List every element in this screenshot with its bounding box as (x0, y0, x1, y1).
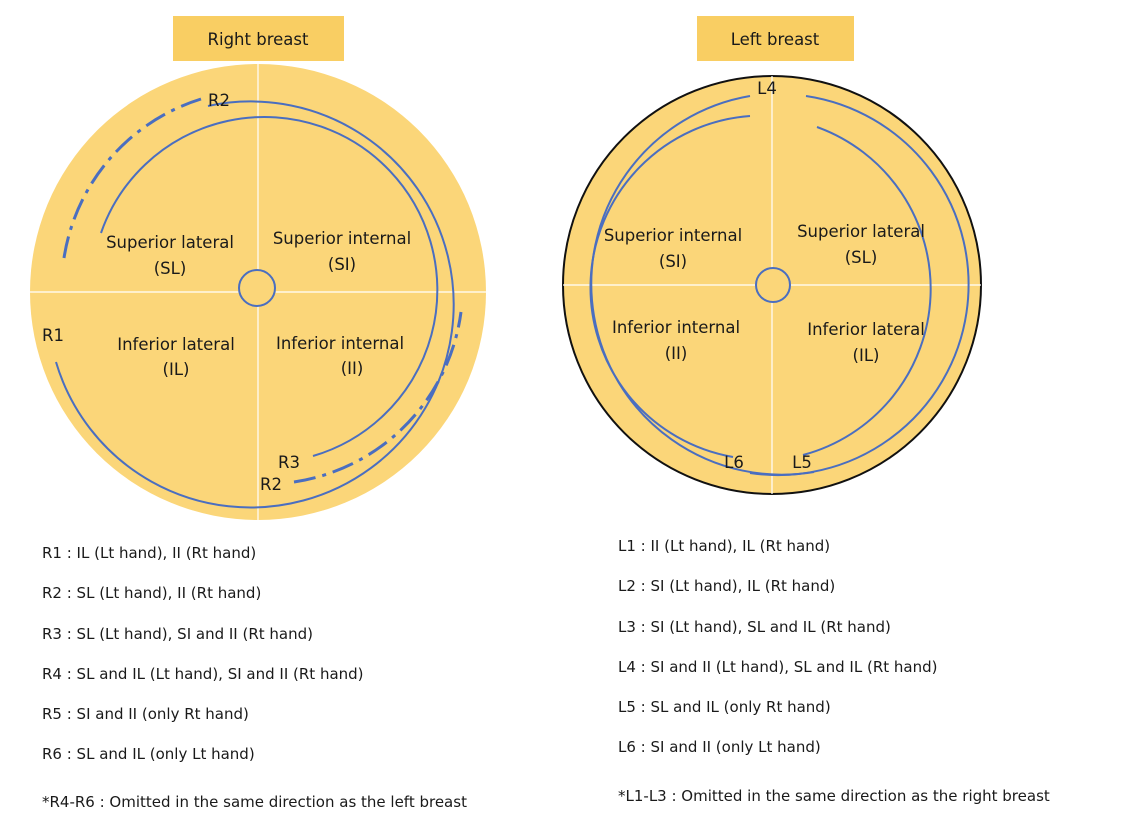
legend-item-l6: L6 : SI and II (only Lt hand) (618, 738, 821, 757)
right-quadrant-si-line2: (SI) (328, 255, 356, 274)
right-nipple (238, 269, 276, 307)
left-arc-l6 (589, 115, 751, 458)
left-arc-l4-right (749, 95, 970, 476)
right-arc-r2-top (62, 97, 202, 259)
legend-item-r2: R2 : SL (Lt hand), II (Rt hand) (42, 584, 262, 603)
left-quadrant-sl-line1: Superior lateral (797, 222, 925, 241)
left-marker-l5: L5 (792, 453, 812, 472)
right-arc-r3 (100, 116, 439, 457)
right-breast-legend: R1 : IL (Lt hand), II (Rt hand) R2 : SL … (42, 545, 364, 787)
legend-item-r6: R6 : SL and IL (only Lt hand) (42, 745, 255, 764)
legend-item-l3: L3 : SI (Lt hand), SL and IL (Rt hand) (618, 617, 891, 636)
right-arc-r2-bottom (293, 311, 463, 484)
breast-quadrant-diagram: Right breast Superior lateral (SL) Super… (30, 16, 982, 520)
right-breast-title: Right breast (208, 30, 309, 49)
left-quadrant-il-line1: Inferior lateral (807, 320, 925, 339)
left-marker-l4: L4 (757, 79, 777, 98)
legend-item-l1: L1 : II (Lt hand), IL (Rt hand) (618, 537, 831, 555)
right-quadrant-il-line2: (IL) (163, 360, 190, 379)
left-breast-title-box (697, 16, 854, 61)
left-quadrant-ii-line2: (II) (665, 344, 688, 363)
left-quadrant-si-line2: (SI) (659, 252, 687, 271)
right-quadrant-si-line1: Superior internal (273, 229, 411, 248)
right-quadrant-ii-line1: Inferior internal (276, 334, 404, 353)
left-nipple (755, 267, 791, 303)
left-breast-diagram: Left breast Superior internal (SI) Super… (562, 16, 982, 495)
legend-item-l2: L2 : SI (Lt hand), IL (Rt hand) (618, 577, 836, 596)
right-marker-r3: R3 (278, 453, 300, 472)
right-breast-note: *R4-R6 : Omitted in the same direction a… (42, 793, 467, 811)
left-breast-legend: L1 : II (Lt hand), IL (Rt hand) L2 : SI … (618, 538, 937, 780)
left-quadrant-si-line1: Superior internal (604, 226, 742, 245)
left-quadrant-sl-line2: (SL) (845, 248, 878, 267)
right-arc-r1 (55, 100, 455, 509)
legend-item-l5: L5 : SL and IL (only Rt hand) (618, 698, 831, 717)
legend-item-r5: R5 : SI and II (only Rt hand) (42, 705, 249, 724)
right-quadrant-ii-line2: (II) (341, 359, 364, 378)
right-marker-r2-bottom: R2 (260, 475, 282, 494)
right-marker-r2-top: R2 (208, 91, 230, 110)
legend-item-l4: L4 : SI and II (Lt hand), SL and IL (Rt … (618, 657, 938, 676)
right-quadrant-sl-line2: (SL) (154, 259, 187, 278)
left-breast-title: Left breast (731, 30, 820, 49)
right-quadrant-sl-line1: Superior lateral (106, 233, 234, 252)
left-arc-l5 (802, 126, 932, 456)
right-marker-r1: R1 (42, 326, 64, 345)
left-quadrant-ii-line1: Inferior internal (612, 318, 740, 337)
left-quadrant-il-line2: (IL) (853, 346, 880, 365)
right-quadrant-il-line1: Inferior lateral (117, 335, 235, 354)
legend-item-r1: R1 : IL (Lt hand), II (Rt hand) (42, 544, 257, 562)
right-breast-title-box (173, 16, 344, 61)
left-marker-l6: L6 (724, 453, 744, 472)
legend-item-r3: R3 : SL (Lt hand), SI and II (Rt hand) (42, 624, 313, 643)
legend-item-r4: R4 : SL and IL (Lt hand), SI and II (Rt … (42, 664, 364, 683)
left-arc-l4-left (590, 95, 815, 476)
right-breast-diagram: Right breast Superior lateral (SL) Super… (30, 16, 486, 520)
left-breast-note: *L1-L3 : Omitted in the same direction a… (618, 787, 1050, 805)
